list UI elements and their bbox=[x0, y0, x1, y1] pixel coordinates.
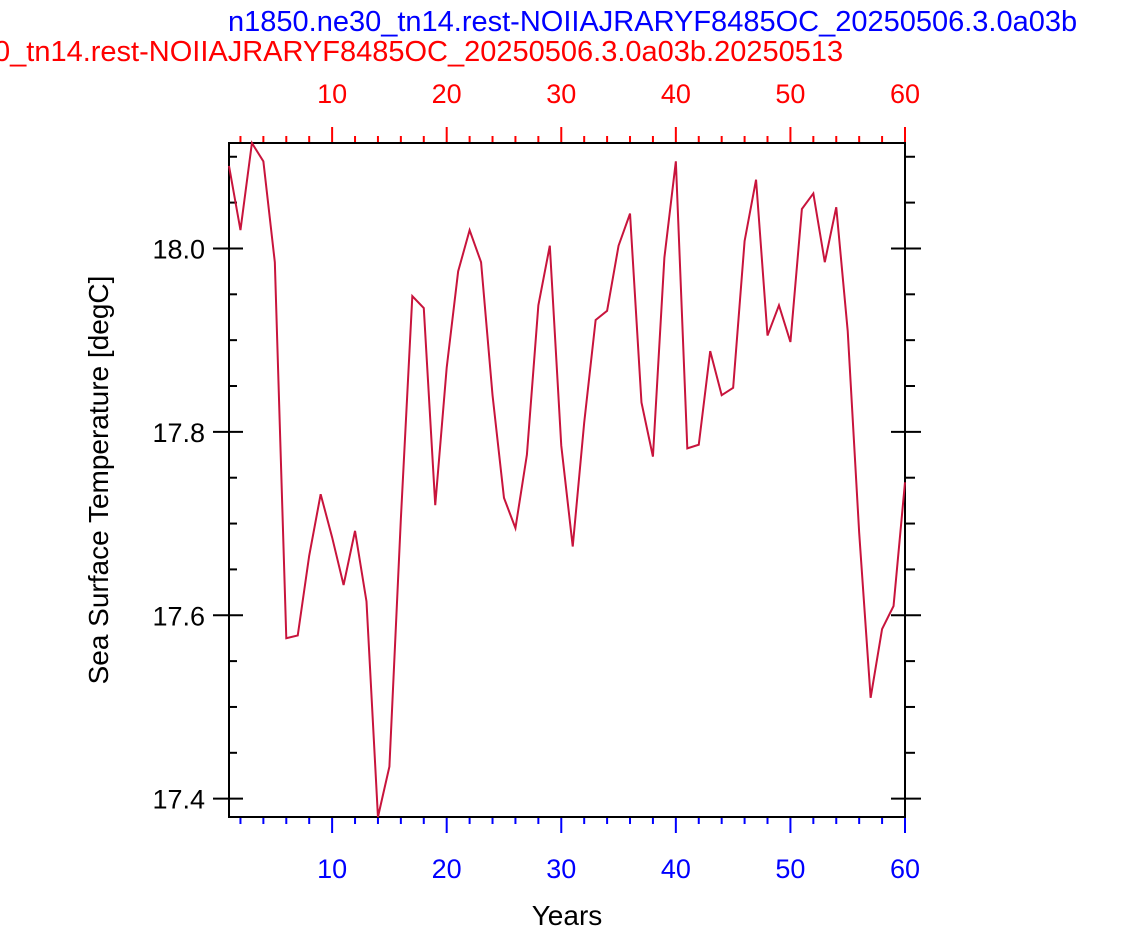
plot-frame bbox=[228, 142, 906, 818]
series-points bbox=[228, 142, 906, 818]
chart-title-top: n1850.ne30_tn14.rest-NOIIAJRARYF8485OC_2… bbox=[228, 6, 1077, 38]
y-tick-label: 17.6 bbox=[152, 601, 205, 631]
top-x-tick-label: 40 bbox=[661, 79, 691, 109]
x-axis-label: Years bbox=[532, 900, 603, 931]
y-axis-label: Sea Surface Temperature [degC] bbox=[83, 276, 114, 685]
top-x-axis: 10 20 30 40 50 60 bbox=[239, 79, 920, 143]
top-x-tick-label: 10 bbox=[317, 79, 347, 109]
bottom-x-axis: 10 20 30 40 50 60 bbox=[239, 817, 920, 884]
bottom-x-tick-label: 60 bbox=[890, 854, 920, 884]
top-x-tick-label: 20 bbox=[432, 79, 462, 109]
y-tick-label: 18.0 bbox=[152, 234, 205, 264]
top-x-tick-label: 60 bbox=[890, 79, 920, 109]
bottom-x-tick-label: 10 bbox=[317, 854, 347, 884]
chart-title-bottom: 0_tn14.rest-NOIIAJRARYF8485OC_20250506.3… bbox=[0, 36, 843, 68]
series-line bbox=[228, 140, 906, 818]
bottom-x-tick-label: 20 bbox=[432, 854, 462, 884]
bottom-x-tick-label: 40 bbox=[661, 854, 691, 884]
y-tick-label: 17.8 bbox=[152, 418, 205, 448]
bottom-x-tick-label: 30 bbox=[546, 854, 576, 884]
top-x-tick-label: 30 bbox=[546, 79, 576, 109]
y-tick-label: 17.4 bbox=[152, 785, 205, 815]
bottom-x-tick-label: 50 bbox=[775, 854, 805, 884]
top-x-tick-label: 50 bbox=[775, 79, 805, 109]
